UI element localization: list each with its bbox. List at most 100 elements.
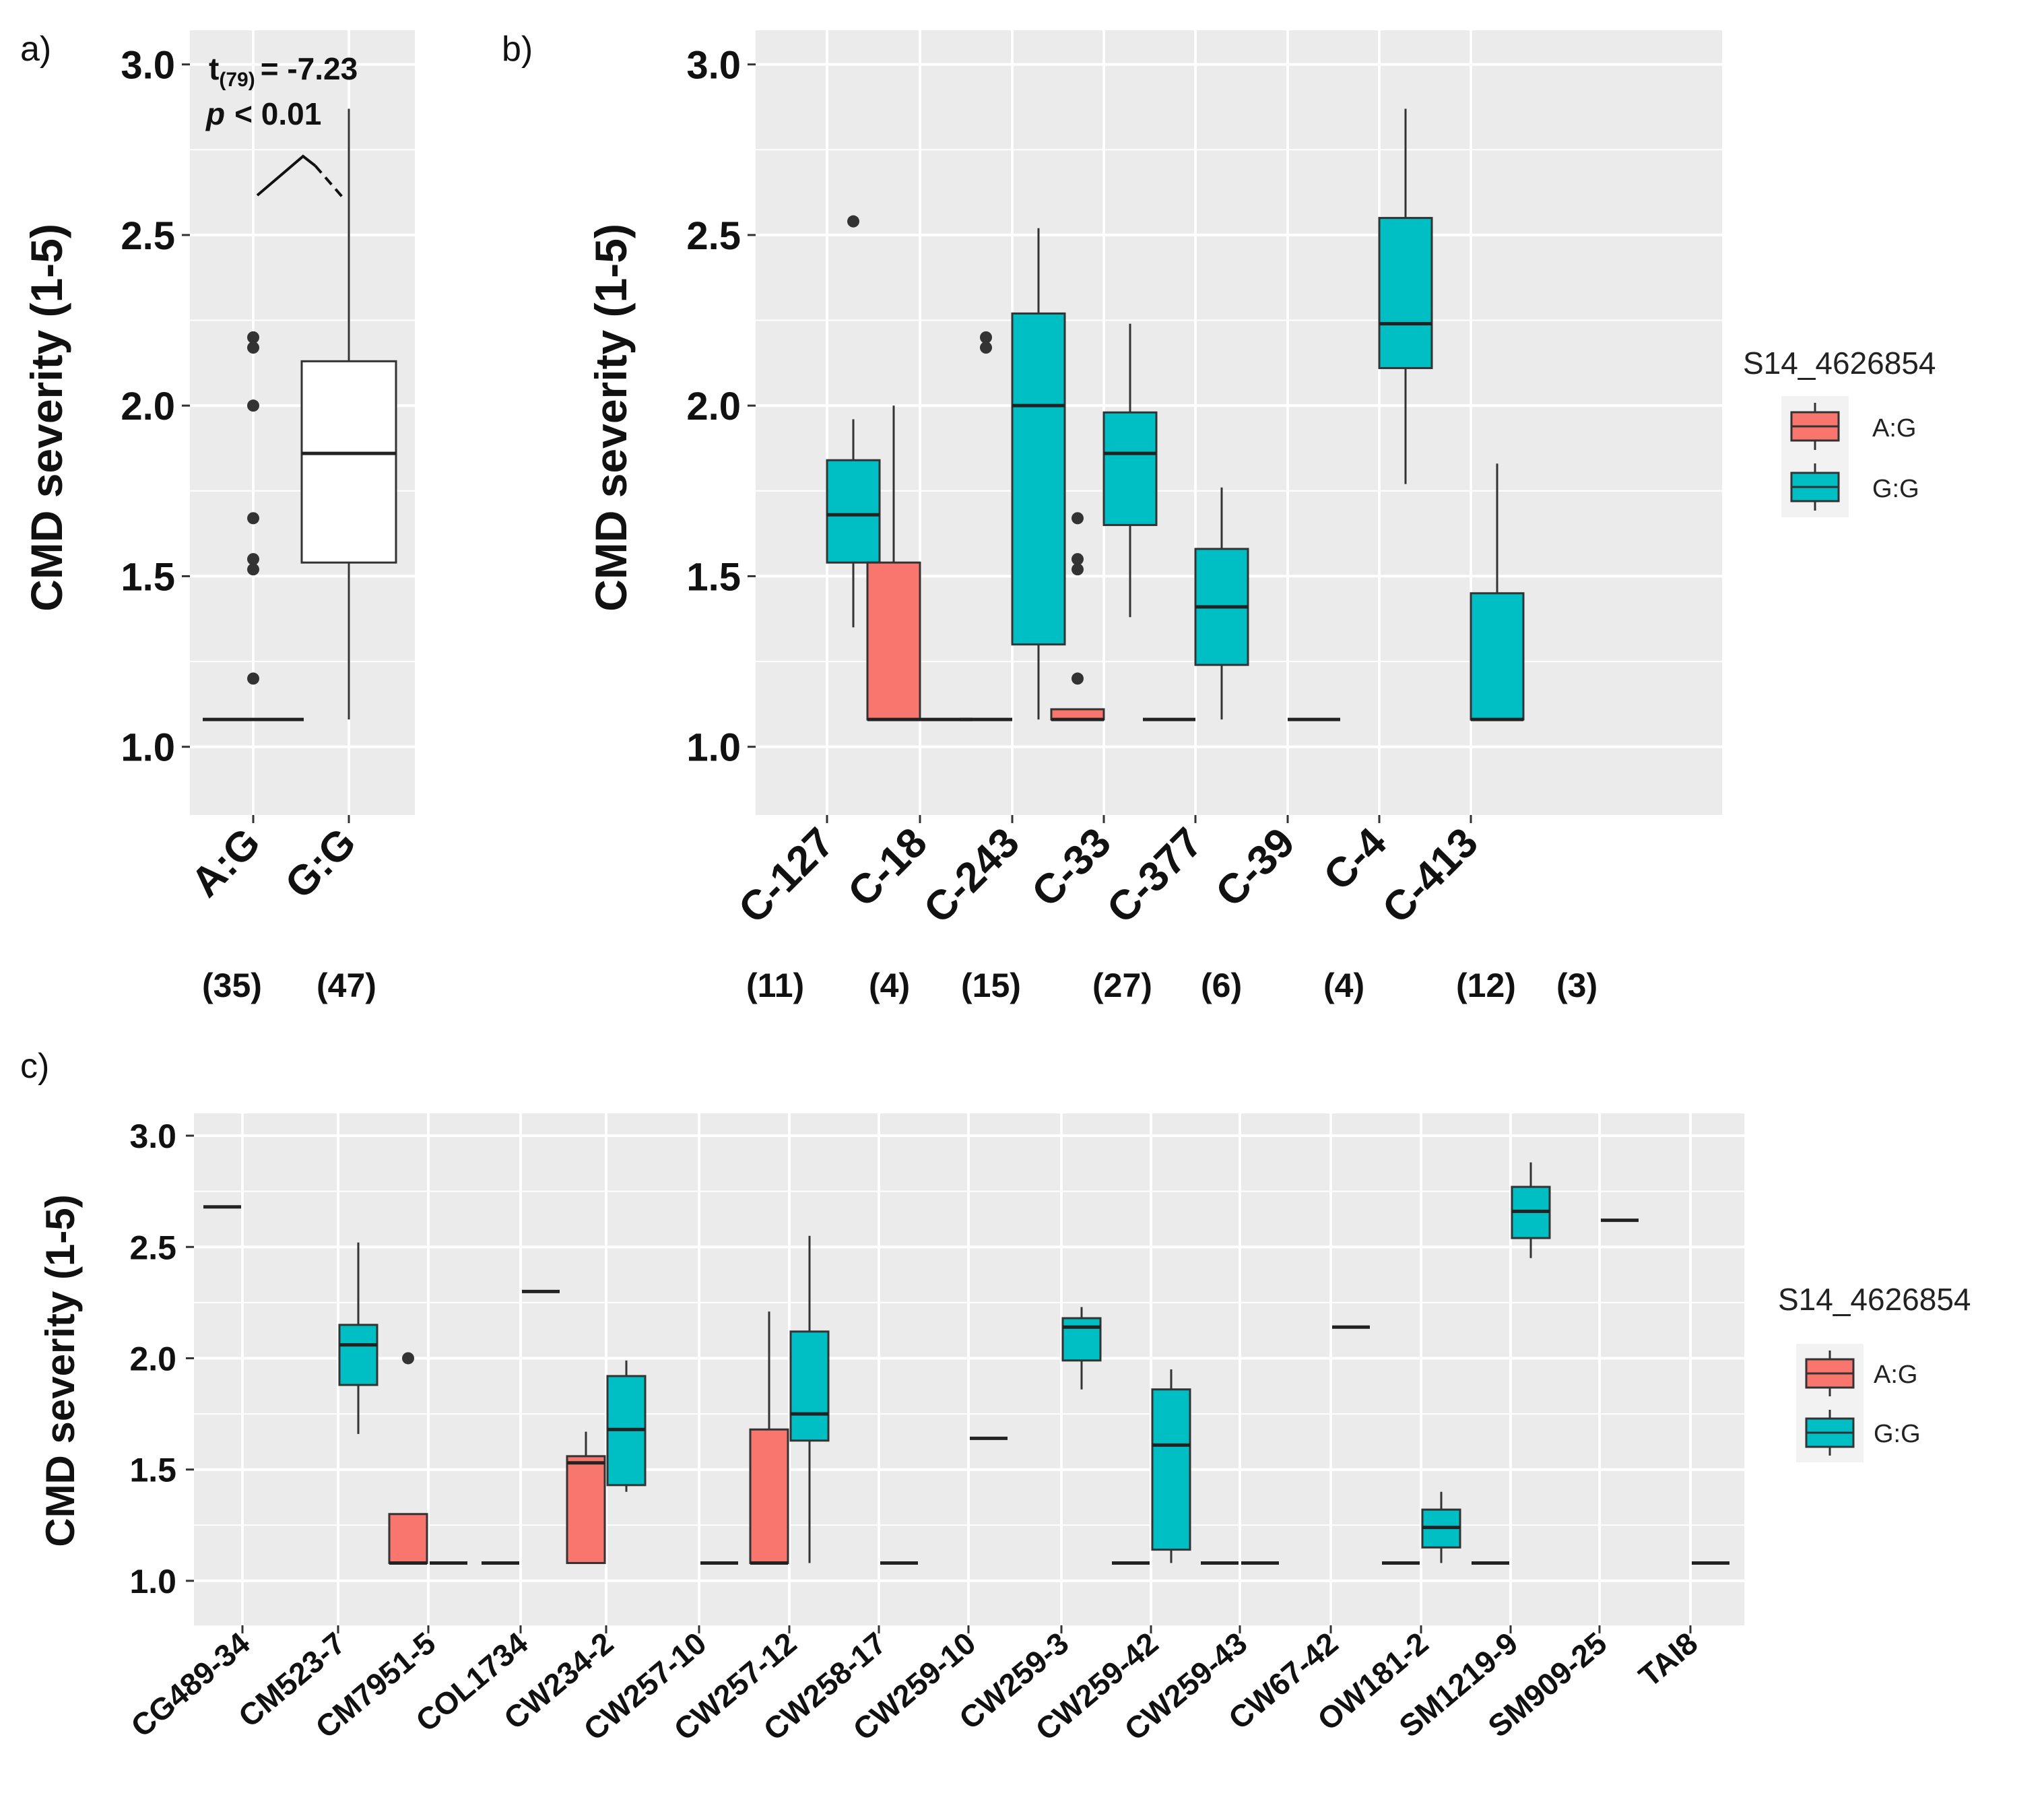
panel-b-y-axis-title: CMD severity (1-5) bbox=[586, 224, 636, 612]
sample-count-label: (15) bbox=[961, 967, 1021, 1004]
x-tick-label: C-413 bbox=[1374, 819, 1487, 932]
panel-c-grid bbox=[194, 1113, 1744, 1625]
box-body bbox=[1151, 1388, 1191, 1551]
significance-bracket-dashed bbox=[314, 164, 343, 198]
box-C-377-G:G bbox=[1194, 487, 1249, 720]
box-C-4-G:G bbox=[1378, 108, 1433, 484]
sample-count-label: (3) bbox=[1556, 967, 1597, 1004]
box-body bbox=[1011, 312, 1066, 646]
outlier-point bbox=[402, 1352, 414, 1365]
box-body bbox=[866, 561, 921, 721]
y-tick-label: 1.0 bbox=[121, 726, 175, 770]
outlier-point bbox=[980, 331, 992, 344]
box-body bbox=[749, 1428, 789, 1564]
panel-c-boxes bbox=[203, 1162, 1729, 1565]
outlier-point bbox=[247, 672, 259, 685]
outlier-point bbox=[247, 512, 259, 525]
box-body bbox=[1378, 217, 1433, 369]
x-tick-label: CG489-34 bbox=[124, 1625, 256, 1745]
legend-c-label-ag: A:G bbox=[1874, 1361, 1917, 1389]
panel-b-boxes bbox=[826, 108, 1525, 721]
y-tick-label: 2.0 bbox=[121, 385, 175, 428]
outlier-point bbox=[247, 399, 259, 412]
t-stat-symbol: t bbox=[209, 51, 219, 86]
box-CW259-3-G:G bbox=[1061, 1307, 1102, 1390]
box-A:G bbox=[203, 331, 304, 721]
box-body bbox=[338, 1324, 378, 1386]
outlier-point bbox=[247, 342, 259, 354]
t-stat-value: = -7.23 bbox=[261, 51, 358, 86]
panel-c-y-axis-title: CMD severity (1-5) bbox=[38, 1194, 83, 1547]
panel-c-y-ticks: 1.0 1.5 2.0 2.5 3.0 bbox=[129, 1117, 194, 1600]
sample-count-label: (11) bbox=[746, 967, 804, 1004]
y-tick-label: 2.5 bbox=[129, 1229, 176, 1266]
outlier-point bbox=[847, 215, 859, 228]
y-tick-label: 3.0 bbox=[686, 44, 741, 88]
sample-count-label: (47) bbox=[317, 967, 376, 1004]
outlier-point bbox=[980, 342, 992, 354]
box-CM7951-5-A:G bbox=[388, 1352, 428, 1565]
y-tick-label: 1.0 bbox=[129, 1563, 176, 1600]
legend-b-label-gg: G:G bbox=[1872, 475, 1919, 503]
legend-c-title: S14_4626854 bbox=[1778, 1282, 1971, 1317]
panel-label-a: a) bbox=[20, 30, 51, 69]
panel-c-legend: S14_4626854 A:G G:G bbox=[1778, 1282, 1971, 1462]
panel-b-legend: S14_4626854 A:G G:G bbox=[1743, 346, 1936, 517]
t-stat-df: (79) bbox=[219, 69, 255, 91]
box-body bbox=[826, 459, 881, 564]
sample-count-label: (4) bbox=[869, 967, 910, 1004]
y-tick-label: 1.5 bbox=[686, 555, 741, 599]
panel-label-c: c) bbox=[20, 1047, 49, 1086]
outlier-point bbox=[247, 563, 259, 576]
box-body bbox=[1102, 411, 1158, 526]
y-tick-label: 2.5 bbox=[686, 214, 741, 258]
x-tick-label: C-39 bbox=[1207, 819, 1304, 916]
outlier-point bbox=[1072, 512, 1084, 525]
box-C-33-A:G bbox=[1050, 512, 1105, 721]
box-OW181-2-G:G bbox=[1421, 1491, 1461, 1563]
p-value-annotation: p < 0.01 bbox=[205, 96, 321, 131]
panel-a-x-ticks: A:G G:G bbox=[183, 815, 365, 908]
box-body bbox=[566, 1455, 606, 1564]
y-tick-label: 3.0 bbox=[121, 44, 175, 88]
y-tick-label: 1.0 bbox=[686, 726, 741, 770]
box-CW259-42-G:G bbox=[1151, 1369, 1191, 1563]
box-CW257-12-G:G bbox=[789, 1235, 830, 1563]
outlier-point bbox=[1072, 553, 1084, 566]
sample-count-label: (35) bbox=[202, 967, 262, 1004]
x-tick-label: C-127 bbox=[730, 819, 843, 932]
panel-a-boxes bbox=[203, 108, 397, 721]
sample-count-label: (4) bbox=[1323, 967, 1364, 1004]
panel-label-b: b) bbox=[502, 30, 533, 69]
significance-bracket-solid bbox=[256, 154, 317, 197]
outlier-point bbox=[1072, 563, 1084, 576]
x-tick-label: C-243 bbox=[915, 819, 1028, 932]
panel-a-y-ticks: 1.0 1.5 2.0 2.5 3.0 bbox=[121, 44, 190, 770]
sample-count-label: (27) bbox=[1092, 967, 1152, 1004]
legend-b-label-ag: A:G bbox=[1872, 414, 1916, 443]
panel-c-chart: 1.0 1.5 2.0 2.5 3.0 CG489-34CM523-7CM7951-5C… bbox=[38, 1113, 1971, 1747]
y-tick-label: 2.0 bbox=[129, 1340, 176, 1377]
panel-b-chart: 1.0 1.5 2.0 2.5 3.0 C-127C-18C-243C-33C-377C… bbox=[586, 30, 1936, 1004]
outlier-point bbox=[247, 553, 259, 566]
box-C-33-G:G bbox=[1102, 323, 1158, 618]
x-tick-label: C-4 bbox=[1315, 819, 1395, 900]
y-tick-label: 2.0 bbox=[686, 385, 741, 428]
sample-count-label: (12) bbox=[1456, 967, 1516, 1004]
x-tick-label: TAI8 bbox=[1632, 1625, 1704, 1694]
panel-a-counts: (35) (47) bbox=[202, 967, 376, 1004]
box-body bbox=[388, 1513, 428, 1564]
box-SM1219-9-G:G bbox=[1511, 1162, 1551, 1258]
x-tick-label: C-377 bbox=[1098, 819, 1212, 932]
outlier-point bbox=[247, 331, 259, 344]
p-symbol: p bbox=[205, 96, 225, 131]
panel-b-counts: (11) (4) (15) (27) (6) (4) (12) (3) bbox=[746, 967, 1597, 1004]
sample-count-label: (6) bbox=[1201, 967, 1242, 1004]
box-C-243-G:G bbox=[1011, 228, 1066, 720]
box-CW234-2-G:G bbox=[606, 1360, 647, 1492]
box-CM523-7-G:G bbox=[338, 1242, 378, 1434]
box-C-18-A:G bbox=[866, 405, 921, 721]
legend-b-title: S14_4626854 bbox=[1743, 346, 1936, 381]
box-body bbox=[789, 1330, 830, 1442]
